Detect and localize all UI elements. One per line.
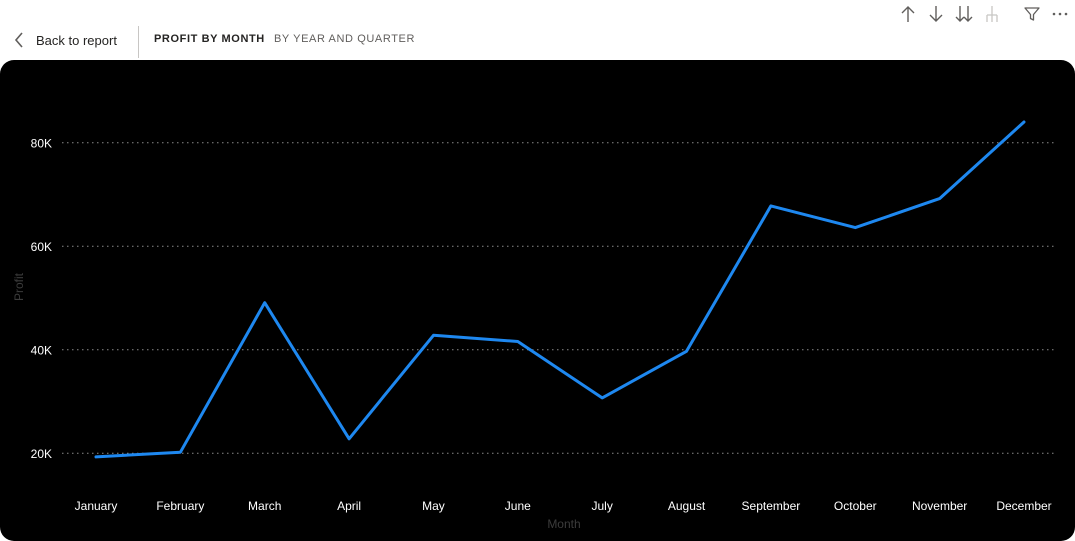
x-tick-label: January (75, 499, 118, 513)
chevron-left-icon (14, 32, 24, 48)
tab-profit-by-month[interactable]: PROFIT BY MONTH (154, 33, 265, 45)
chart-panel: 20K 40K 60K 80K January February March April Ma… (0, 60, 1075, 541)
x-tick-label: August (668, 499, 706, 513)
y-axis-ticks: 20K 40K 60K 80K (31, 136, 52, 461)
x-tick-label: July (592, 499, 613, 513)
more-options-icon[interactable] (1049, 3, 1071, 25)
x-tick-label: April (337, 499, 361, 513)
series-line-profit[interactable] (94, 120, 1026, 459)
x-axis-title: Month (547, 517, 580, 531)
visual-header-icons (891, 2, 1071, 26)
tab-by-year-and-quarter[interactable]: BY YEAR AND QUARTER (274, 33, 415, 45)
back-to-report-label: Back to report (36, 32, 117, 48)
toolbar-divider (138, 26, 139, 58)
toolbar: Back to report PROFIT BY MONTH BY YEAR A… (0, 0, 1075, 60)
x-tick-label: November (912, 499, 967, 513)
profit-line-chart: 20K 40K 60K 80K January February March April Ma… (12, 120, 1055, 531)
expand-hierarchy-icon[interactable] (981, 3, 1003, 25)
x-tick-label: June (505, 499, 531, 513)
arrow-down-icon[interactable] (925, 3, 947, 25)
y-axis-title: Profit (12, 272, 26, 301)
back-to-report-button[interactable]: Back to report (14, 27, 117, 53)
arrow-up-icon[interactable] (897, 3, 919, 25)
x-tick-label: September (742, 499, 801, 513)
y-tick-label: 40K (31, 343, 52, 357)
y-tick-label: 60K (31, 240, 52, 254)
x-tick-label: March (248, 499, 281, 513)
y-tick-label: 80K (31, 136, 52, 150)
x-tick-label: May (422, 499, 445, 513)
gridlines (62, 142, 1055, 454)
filter-icon[interactable] (1021, 3, 1043, 25)
x-axis-ticks: January February March April May June July Augu… (75, 499, 1052, 513)
x-tick-label: December (996, 499, 1051, 513)
y-tick-label: 20K (31, 447, 52, 461)
x-tick-label: October (834, 499, 877, 513)
x-tick-label: February (156, 499, 204, 513)
double-arrow-down-icon[interactable] (953, 3, 975, 25)
